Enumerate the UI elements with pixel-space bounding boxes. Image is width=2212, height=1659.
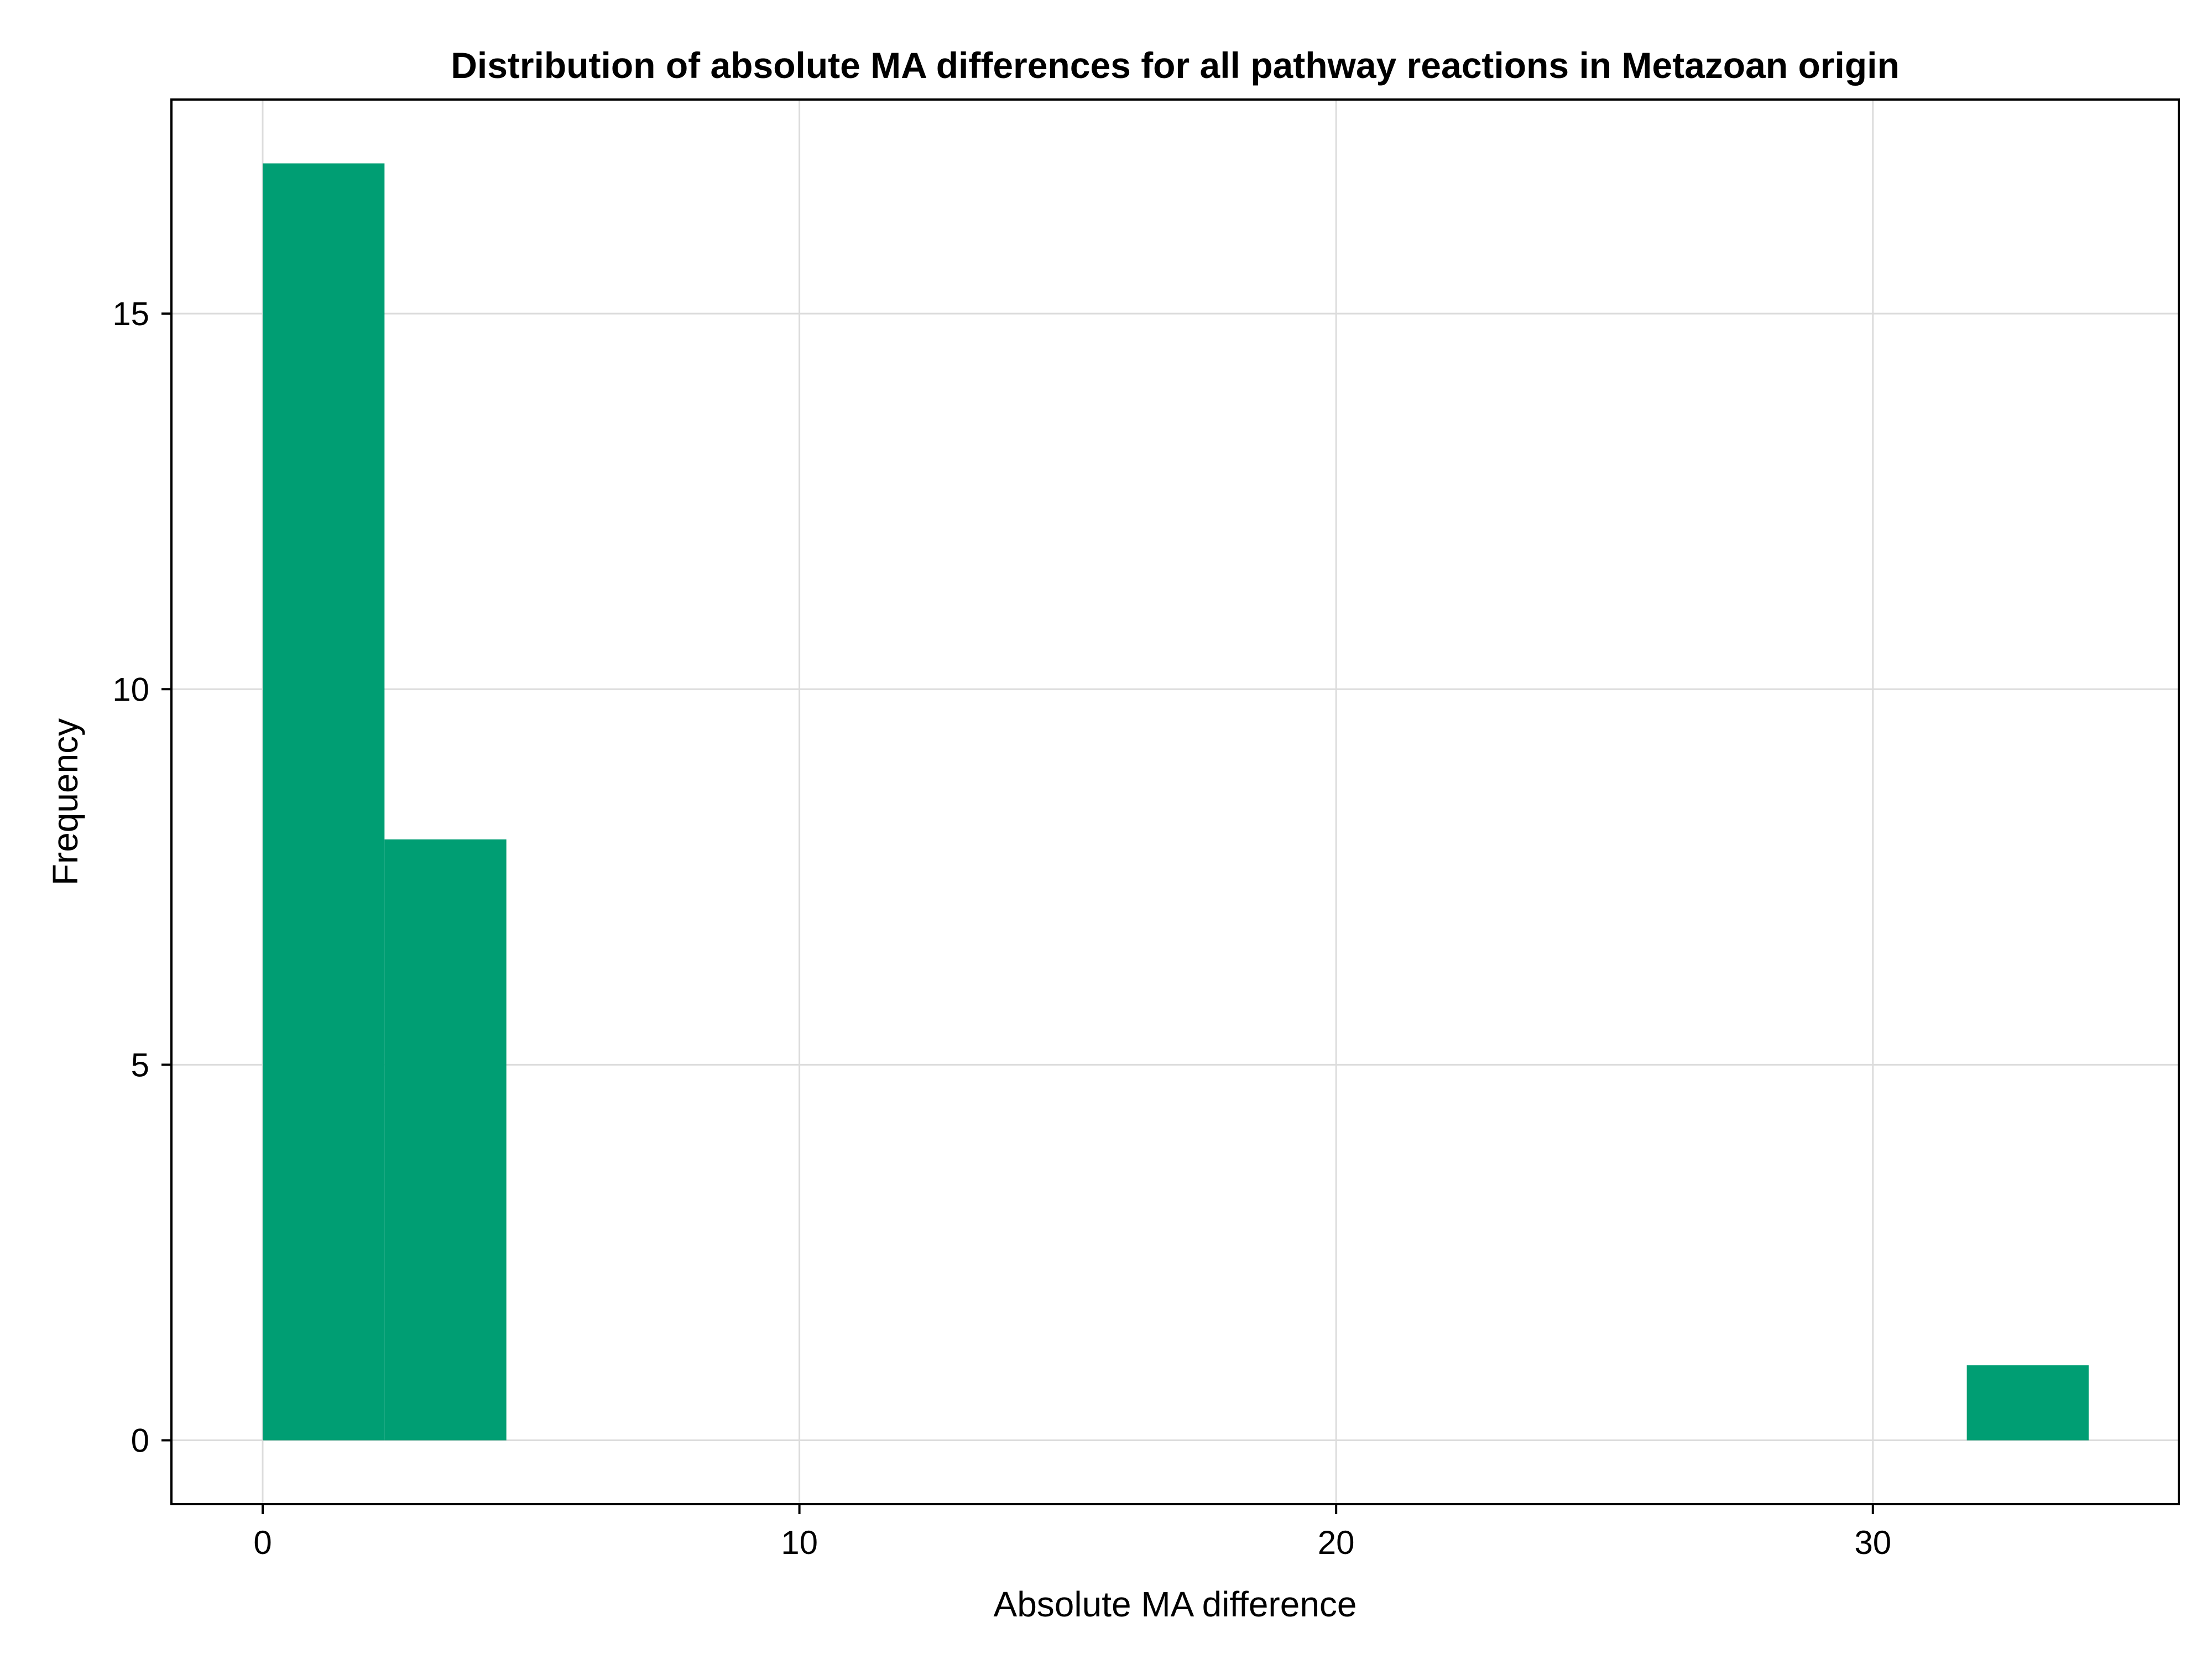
plot-frame (170, 98, 2180, 1505)
histogram-bar (263, 163, 385, 1441)
y-tick-label: 0 (131, 1422, 149, 1459)
bars (263, 163, 2089, 1441)
x-tick-label: 0 (253, 1524, 272, 1561)
histogram-bar (1966, 1365, 2089, 1441)
y-tick-label: 15 (112, 295, 149, 332)
y-tick-label: 10 (112, 671, 149, 708)
x-tick-label: 10 (781, 1524, 818, 1561)
x-tick-label: 20 (1318, 1524, 1355, 1561)
y-axis-label: Frequency (45, 718, 85, 885)
x-tick-label: 30 (1854, 1524, 1891, 1561)
chart-title: Distribution of absolute MA differences … (451, 45, 1900, 86)
histogram-bar (384, 839, 507, 1441)
ticks: 0 10 20 30 0 5 10 15 (112, 295, 1891, 1561)
x-axis-label: Absolute MA difference (994, 1584, 1357, 1624)
y-tick-label: 5 (131, 1046, 149, 1083)
